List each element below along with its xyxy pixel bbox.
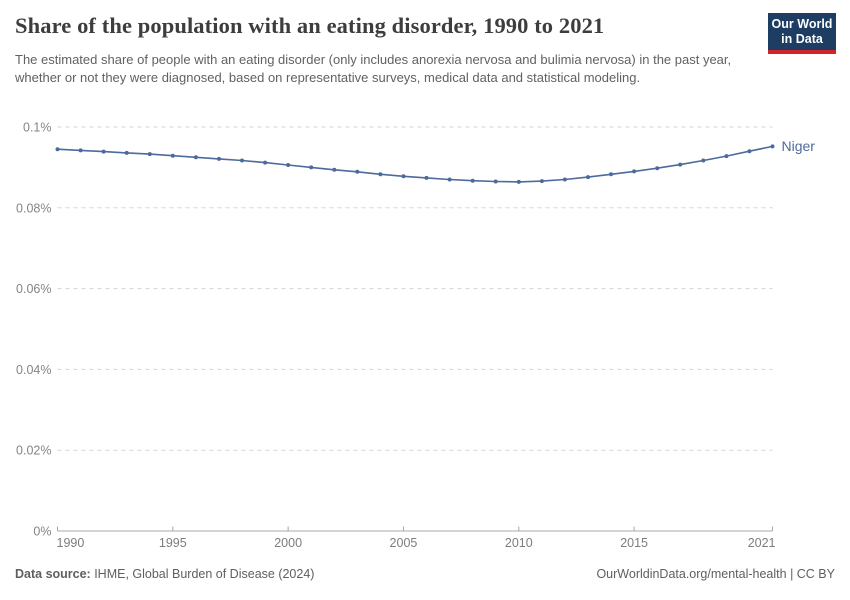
data-point[interactable] <box>217 156 221 161</box>
x-tick-label: 2000 <box>274 536 302 550</box>
data-point[interactable] <box>562 177 567 182</box>
data-point[interactable] <box>401 174 406 179</box>
chart-subtitle: The estimated share of people with an ea… <box>15 52 732 86</box>
trend-line[interactable] <box>56 145 774 183</box>
data-point[interactable] <box>101 149 106 154</box>
data-point[interactable] <box>747 149 752 154</box>
x-tick-label: 2005 <box>390 536 418 550</box>
data-point[interactable] <box>655 166 660 171</box>
owid-logo[interactable]: Our World in Data <box>768 13 836 54</box>
data-point[interactable] <box>539 179 544 184</box>
data-point[interactable] <box>424 175 429 180</box>
y-tick-label: 0.06% <box>16 282 51 296</box>
data-point[interactable] <box>309 165 314 170</box>
owid-logo-line2: in Data <box>781 32 823 46</box>
data-point[interactable] <box>147 152 152 157</box>
data-point[interactable] <box>355 169 360 174</box>
x-tick-label: 2010 <box>505 536 533 550</box>
x-tick-label: 1990 <box>57 536 85 550</box>
chart-footer: Data source: IHME, Global Burden of Dise… <box>15 567 835 581</box>
y-tick-label: 0.04% <box>16 363 51 377</box>
data-point[interactable] <box>378 172 383 177</box>
data-point[interactable] <box>240 158 244 163</box>
y-tick-label: 0.02% <box>16 444 51 458</box>
y-tick-label: 0.08% <box>16 201 51 215</box>
x-tick-label: 1995 <box>159 536 187 550</box>
series-end-label[interactable]: Niger <box>782 138 816 154</box>
page-title: Share of the population with an eating d… <box>15 13 605 38</box>
data-point[interactable] <box>193 155 198 160</box>
data-point[interactable] <box>586 175 590 180</box>
data-point[interactable] <box>263 160 268 165</box>
data-point[interactable] <box>286 163 291 167</box>
x-tick-label: 2015 <box>620 536 648 550</box>
y-tick-label: 0% <box>33 525 51 539</box>
x-tick-label: 2021 <box>748 536 776 550</box>
data-point[interactable] <box>516 179 521 184</box>
data-point[interactable] <box>770 144 775 149</box>
data-point[interactable] <box>55 147 60 152</box>
data-source-text: IHME, Global Burden of Disease (2024) <box>90 567 315 581</box>
data-point[interactable] <box>332 167 337 172</box>
data-point[interactable] <box>447 177 452 182</box>
owid-logo-line1: Our World <box>771 17 833 31</box>
data-point[interactable] <box>632 169 637 174</box>
data-point[interactable] <box>493 179 498 184</box>
y-tick-label: 0.1% <box>23 121 52 135</box>
data-point[interactable] <box>170 153 175 158</box>
data-source-note: Data source: IHME, Global Burden of Dise… <box>15 567 314 581</box>
data-source-label: Data source: <box>15 567 91 581</box>
data-point[interactable] <box>678 162 683 167</box>
data-point[interactable] <box>78 148 83 153</box>
data-point[interactable] <box>609 172 613 177</box>
data-point[interactable] <box>124 150 129 155</box>
data-point[interactable] <box>701 158 706 163</box>
attribution-link[interactable]: OurWorldinData.org/mental-health | CC BY <box>596 567 835 581</box>
data-point[interactable] <box>724 154 729 159</box>
data-point[interactable] <box>470 178 475 183</box>
